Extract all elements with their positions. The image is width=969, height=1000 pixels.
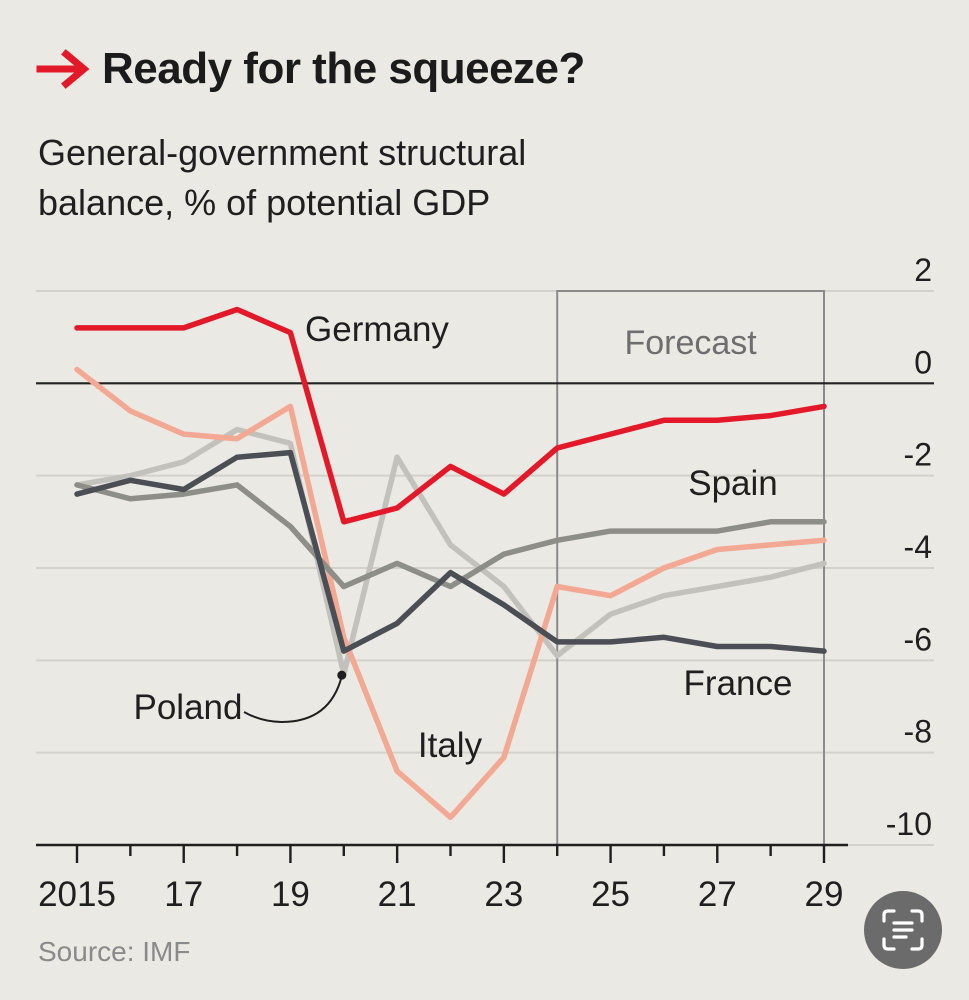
y-tick-label--10: -10 <box>886 806 932 842</box>
y-tick-label-2: 2 <box>914 252 932 288</box>
series-label-france: France <box>684 664 793 703</box>
scan-text-icon <box>882 909 924 951</box>
right-arrow-icon <box>36 49 90 89</box>
headline: Ready for the squeeze? <box>36 44 585 94</box>
series-line-spain <box>74 482 827 590</box>
chart-title: Ready for the squeeze? <box>102 44 585 93</box>
series-label-germany: Germany <box>305 310 449 349</box>
scan-text-button[interactable] <box>864 891 942 969</box>
y-tick-label--6: -6 <box>904 621 932 657</box>
y-tick-label--2: -2 <box>904 437 932 473</box>
series-label-italy: Italy <box>418 726 483 765</box>
x-tick-label-2025: 25 <box>591 875 630 914</box>
series-line-poland <box>74 426 827 677</box>
x-tick-label-2021: 21 <box>378 875 417 914</box>
y-tick-label--8: -8 <box>904 714 932 750</box>
chart-subtitle: General-government structural balance, %… <box>38 132 527 223</box>
series-line-italy <box>74 366 827 821</box>
y-tick-label-0: 0 <box>914 344 932 380</box>
source-note: Source: IMF <box>38 936 191 967</box>
series-line-france <box>74 449 827 654</box>
x-tick-label-2015: 2015 <box>38 875 116 914</box>
x-tick-label-2023: 23 <box>484 875 523 914</box>
forecast-label: Forecast <box>624 324 757 362</box>
poland-leader-line <box>243 675 343 724</box>
y-tick-label--4: -4 <box>904 529 932 565</box>
series-label-poland: Poland <box>134 688 243 727</box>
x-tick-label-2029: 29 <box>805 875 844 914</box>
x-tick-label-2017: 17 <box>164 875 203 914</box>
x-tick-label-2019: 19 <box>271 875 310 914</box>
series-label-spain: Spain <box>688 464 778 503</box>
series-line-germany <box>74 306 827 525</box>
x-tick-label-2027: 27 <box>698 875 737 914</box>
poland-leader-dot <box>337 670 347 680</box>
